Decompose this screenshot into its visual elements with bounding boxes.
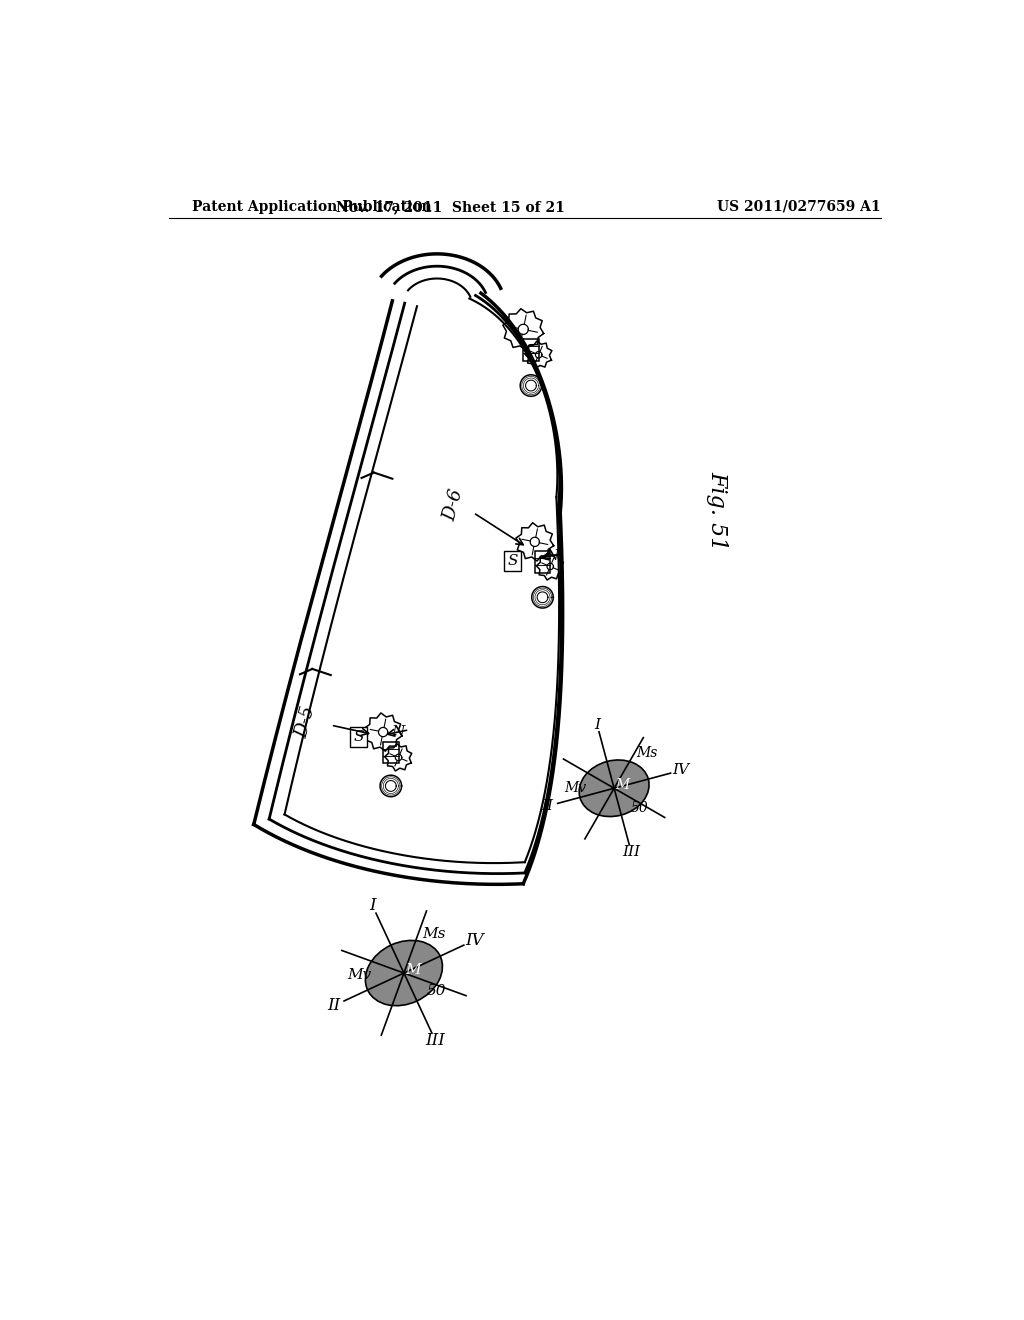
- Ellipse shape: [366, 940, 442, 1006]
- Text: 50: 50: [631, 801, 648, 814]
- Text: Ms: Ms: [636, 747, 657, 760]
- Text: US 2011/0277659 A1: US 2011/0277659 A1: [717, 199, 881, 214]
- Text: III: III: [425, 1032, 445, 1048]
- Text: Ms: Ms: [422, 927, 445, 941]
- Text: I: I: [594, 718, 600, 733]
- Text: Mv: Mv: [347, 969, 371, 982]
- Text: II: II: [327, 998, 340, 1015]
- Text: II: II: [542, 799, 554, 813]
- Text: N: N: [391, 725, 404, 739]
- Text: Nov. 17, 2011  Sheet 15 of 21: Nov. 17, 2011 Sheet 15 of 21: [336, 199, 564, 214]
- Bar: [383, 742, 398, 763]
- Ellipse shape: [580, 760, 649, 817]
- Text: Fig. 51: Fig. 51: [707, 471, 728, 550]
- Bar: [535, 552, 550, 573]
- Text: D-5: D-5: [293, 704, 319, 741]
- Text: IV: IV: [672, 763, 689, 777]
- Text: Patent Application Publication: Patent Application Publication: [193, 199, 432, 214]
- Text: 50: 50: [427, 983, 446, 998]
- Bar: [523, 339, 539, 360]
- Text: IV: IV: [465, 932, 483, 949]
- Text: N: N: [545, 549, 558, 562]
- Text: M: M: [404, 964, 421, 977]
- Text: M: M: [614, 779, 629, 792]
- Text: D-6: D-6: [441, 487, 467, 523]
- Text: S: S: [353, 730, 364, 744]
- Text: S: S: [507, 554, 518, 568]
- Text: III: III: [622, 845, 640, 858]
- Text: Mv: Mv: [564, 781, 587, 795]
- Text: I: I: [370, 898, 376, 915]
